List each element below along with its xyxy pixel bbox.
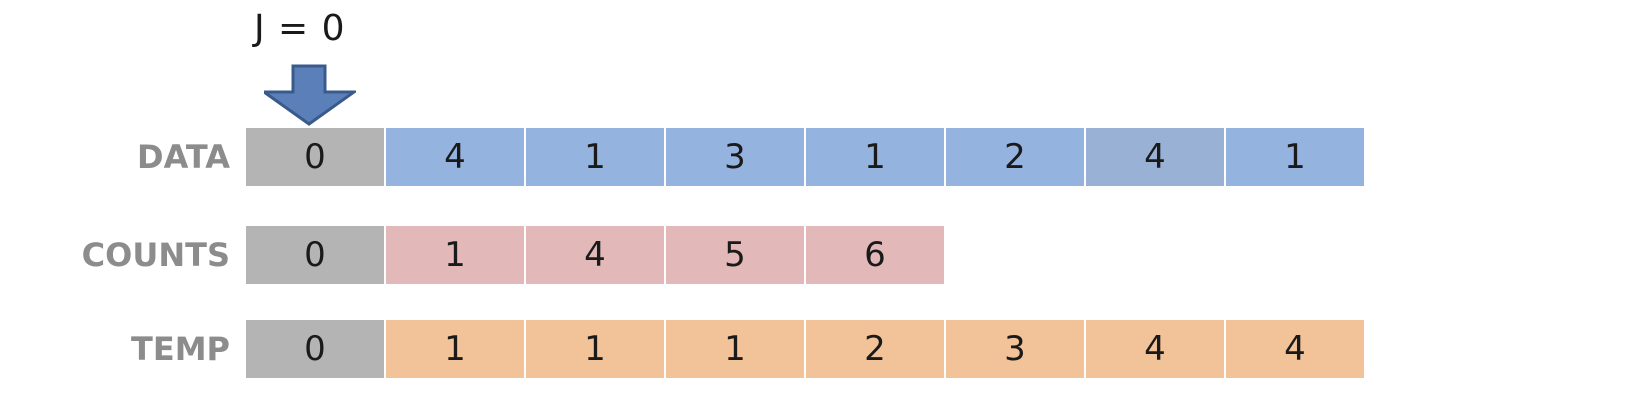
array-cell: 4 <box>1226 320 1364 378</box>
array-cell: 1 <box>386 226 524 284</box>
array-cell: 4 <box>1086 320 1224 378</box>
array-cell: 4 <box>526 226 664 284</box>
array-cell: 2 <box>806 320 944 378</box>
array-cell: 4 <box>1086 128 1224 186</box>
array-cell: 2 <box>946 128 1084 186</box>
array-cell: 1 <box>526 128 664 186</box>
array-cell: 5 <box>666 226 804 284</box>
array-cell: 4 <box>386 128 524 186</box>
data-row-label: DATA <box>137 138 230 176</box>
temp-row-label: TEMP <box>131 330 230 368</box>
counts-row-label: COUNTS <box>81 236 230 274</box>
array-cell: 1 <box>806 128 944 186</box>
array-cell: 1 <box>1226 128 1364 186</box>
array-cell: 1 <box>526 320 664 378</box>
array-cell: 3 <box>666 128 804 186</box>
array-cell: 3 <box>946 320 1084 378</box>
array-cell: 1 <box>666 320 804 378</box>
pointer-label: J = 0 <box>254 8 346 49</box>
down-arrow-icon <box>264 64 356 126</box>
array-cell: 0 <box>246 128 384 186</box>
array-cell: 6 <box>806 226 944 284</box>
array-cell: 0 <box>246 320 384 378</box>
array-cell: 0 <box>246 226 384 284</box>
array-cell: 1 <box>386 320 524 378</box>
